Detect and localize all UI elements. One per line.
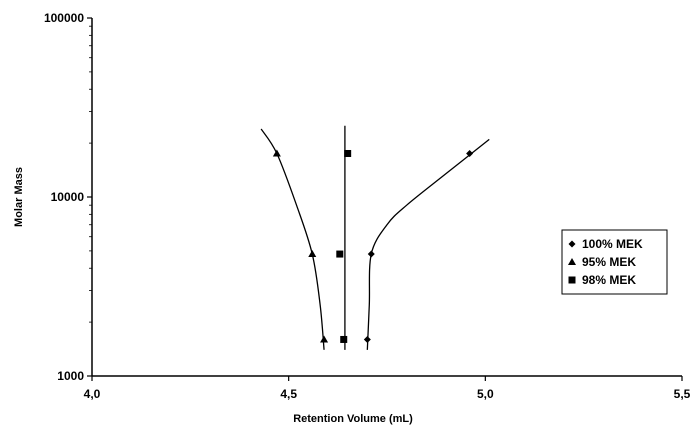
data-point-diamond [367,250,375,258]
legend: 100% MEK 95% MEK 98% MEK [561,229,668,295]
data-point-diamond [466,149,474,157]
legend-marker-triangle [568,258,576,265]
data-point-triangle [272,149,281,157]
x-tick-label: 5,0 [477,387,494,401]
series-line-0 [366,138,490,350]
x-tick-label: 5,5 [674,387,691,401]
y-tick-label: 1000 [57,369,84,383]
data-point-square [344,149,352,157]
legend-label: 95% MEK [582,255,636,269]
legend-label: 98% MEK [582,273,636,287]
y-tick-label: 100000 [44,11,84,25]
legend-label: 100% MEK [582,237,643,251]
x-tick-label: 4,5 [280,387,297,401]
data-point-triangle [308,250,317,258]
data-point-triangle [320,335,329,343]
plot-area: 4,0 4,5 5,0 5,5 1000 10000 100000 Retention Vol… [13,11,691,425]
x-axis-title: Retention Volume (mL) [293,413,413,425]
x-tick-label: 4,0 [84,387,101,401]
data-point-square [336,250,344,258]
legend-marker-diamond [568,240,576,248]
series-line-1 [260,128,325,350]
legend-marker-square [568,276,576,284]
y-tick-label: 10000 [51,190,85,204]
legend-box [561,229,668,295]
data-point-square [340,335,348,343]
y-axis-title: Molar Mass [13,167,25,227]
data-point-diamond [363,335,371,343]
